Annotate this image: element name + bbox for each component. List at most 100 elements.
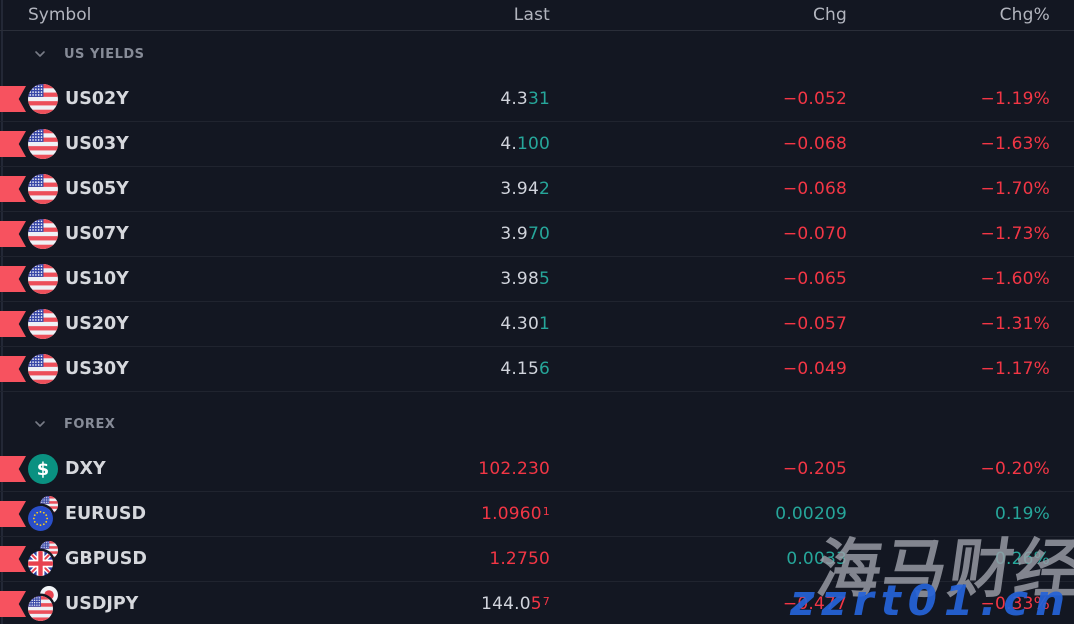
chg-pct-value: −1.60% (980, 269, 1050, 289)
chg-value: −0.068 (782, 134, 847, 154)
watchlist-row-us30y[interactable]: US30Y 4.156 −0.049 −1.17% (0, 347, 1074, 392)
last-value: 3.942 (500, 179, 550, 199)
section-header-forex[interactable]: FOREX (0, 392, 1074, 447)
chg-value: −0.477 (782, 594, 847, 614)
flag-marker-icon[interactable] (0, 356, 26, 382)
symbol-label: USDJPY (65, 594, 139, 614)
chg-pct-value: −1.73% (980, 224, 1050, 244)
us-jp-flag-icon (28, 586, 58, 622)
chg-value: −0.070 (782, 224, 847, 244)
symbol-cell: US03Y (0, 122, 300, 166)
flag-marker-icon[interactable] (0, 546, 26, 572)
chg-value: 0.0033 (786, 549, 847, 569)
chg-pct-value: −1.70% (980, 179, 1050, 199)
symbol-cell: US30Y (0, 347, 300, 391)
chg-value: −0.205 (782, 459, 847, 479)
flag-marker-icon[interactable] (0, 266, 26, 292)
symbol-label: GBPUSD (65, 549, 147, 569)
last-value: 1.2750 (489, 549, 550, 569)
symbol-cell: EURUSD (0, 492, 300, 536)
symbol-label: US20Y (65, 314, 129, 334)
chg-pct-value: −1.31% (980, 314, 1050, 334)
flag-marker-icon[interactable] (0, 456, 26, 482)
watchlist-row-us07y[interactable]: US07Y 3.970 −0.070 −1.73% (0, 212, 1074, 257)
chg-value: −0.049 (782, 359, 847, 379)
watchlist-row-dxy[interactable]: $ DXY 102.230 −0.205 −0.20% (0, 447, 1074, 492)
symbol-label: US02Y (65, 89, 129, 109)
watchlist-row-us03y[interactable]: US03Y 4.100 −0.068 −1.63% (0, 122, 1074, 167)
symbol-label: US05Y (65, 179, 129, 199)
symbol-label: US03Y (65, 134, 129, 154)
section-label: FOREX (64, 416, 116, 432)
us-flag-icon (28, 351, 58, 387)
chg-value: 0.00209 (775, 504, 847, 524)
watchlist-row-us20y[interactable]: US20Y 4.301 −0.057 −1.31% (0, 302, 1074, 347)
watchlist-body: US YIELDS US02Y 4.331 −0.052 −1.19% US03Y 4.10… (0, 31, 1074, 624)
us-flag-icon (28, 171, 58, 207)
symbol-cell: US10Y (0, 257, 300, 301)
watchlist-row-gbpusd[interactable]: GBPUSD 1.2750 0.0033 0.26% (0, 537, 1074, 582)
column-header-symbol[interactable]: Symbol (28, 5, 92, 25)
eu-us-flag-icon (28, 496, 58, 532)
column-header-chg[interactable]: Chg (812, 5, 847, 25)
symbol-cell: US05Y (0, 167, 300, 211)
last-value: 3.985 (500, 269, 550, 289)
symbol-cell: US20Y (0, 302, 300, 346)
section-label: US YIELDS (64, 46, 145, 62)
chg-pct-value: 0.26% (994, 549, 1050, 569)
flag-marker-icon[interactable] (0, 591, 26, 617)
watchlist-row-us02y[interactable]: US02Y 4.331 −0.052 −1.19% (0, 77, 1074, 122)
symbol-cell: GBPUSD (0, 537, 300, 581)
chg-value: −0.057 (782, 314, 847, 334)
last-value: 4.331 (500, 89, 550, 109)
symbol-label: DXY (65, 459, 106, 479)
symbol-label: EURUSD (65, 504, 146, 524)
chg-value: −0.065 (782, 269, 847, 289)
symbol-cell: $ DXY (0, 447, 300, 491)
chevron-down-icon[interactable] (33, 47, 47, 61)
symbol-cell: US07Y (0, 212, 300, 256)
flag-marker-icon[interactable] (0, 131, 26, 157)
flag-marker-icon[interactable] (0, 221, 26, 247)
table-header: Symbol Last Chg Chg% (0, 0, 1074, 31)
column-header-last[interactable]: Last (513, 5, 550, 25)
us-flag-icon (28, 126, 58, 162)
gb-us-flag-icon (28, 541, 58, 577)
symbol-label: US07Y (65, 224, 129, 244)
dollar-icon: $ (28, 451, 58, 487)
us-flag-icon (28, 81, 58, 117)
last-value: 102.230 (478, 459, 550, 479)
flag-marker-icon[interactable] (0, 176, 26, 202)
flag-marker-icon[interactable] (0, 311, 26, 337)
us-flag-icon (28, 306, 58, 342)
chg-pct-value: 0.19% (994, 504, 1050, 524)
svg-text:$: $ (37, 459, 49, 480)
chg-value: −0.052 (782, 89, 847, 109)
last-value: 4.156 (500, 359, 550, 379)
us-flag-icon (28, 261, 58, 297)
symbol-label: US30Y (65, 359, 129, 379)
last-value: 4.100 (500, 134, 550, 154)
symbol-cell: USDJPY (0, 582, 300, 624)
chg-value: −0.068 (782, 179, 847, 199)
section-header-us-yields[interactable]: US YIELDS (0, 31, 1074, 77)
symbol-cell: US02Y (0, 77, 300, 121)
watchlist-row-us05y[interactable]: US05Y 3.942 −0.068 −1.70% (0, 167, 1074, 212)
watchlist-row-eurusd[interactable]: EURUSD 1.09601 0.00209 0.19% (0, 492, 1074, 537)
last-value: 3.970 (500, 224, 550, 244)
chg-pct-value: −1.63% (980, 134, 1050, 154)
watchlist-row-usdjpy[interactable]: USDJPY 144.057 −0.477 −0.33% (0, 582, 1074, 624)
chevron-down-icon[interactable] (33, 417, 47, 431)
watchlist-row-us10y[interactable]: US10Y 3.985 −0.065 −1.60% (0, 257, 1074, 302)
column-header-chg-pct[interactable]: Chg% (999, 5, 1050, 25)
chg-pct-value: −1.17% (980, 359, 1050, 379)
chg-pct-value: −0.33% (980, 594, 1050, 614)
last-value: 1.09601 (481, 504, 550, 524)
chg-pct-value: −0.20% (980, 459, 1050, 479)
chg-pct-value: −1.19% (980, 89, 1050, 109)
flag-marker-icon[interactable] (0, 501, 26, 527)
last-value: 144.057 (481, 594, 550, 614)
flag-marker-icon[interactable] (0, 86, 26, 112)
us-flag-icon (28, 216, 58, 252)
